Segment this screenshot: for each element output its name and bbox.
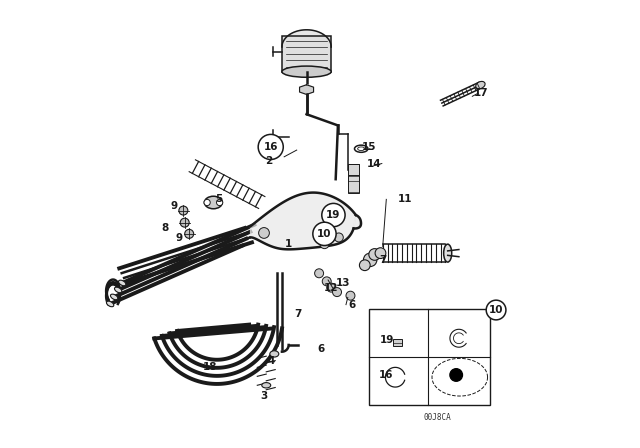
Text: 16: 16: [379, 370, 394, 380]
Circle shape: [322, 203, 345, 227]
Circle shape: [450, 369, 463, 381]
Bar: [282, 36, 332, 72]
Circle shape: [360, 260, 370, 271]
Ellipse shape: [444, 244, 452, 262]
Bar: [393, 339, 402, 346]
Circle shape: [333, 288, 342, 297]
Circle shape: [315, 269, 324, 278]
Circle shape: [216, 199, 223, 206]
Circle shape: [180, 218, 189, 227]
Text: 18: 18: [203, 362, 218, 372]
Circle shape: [364, 253, 377, 267]
Circle shape: [258, 134, 284, 159]
Circle shape: [185, 229, 194, 238]
Bar: [369, 309, 490, 405]
Circle shape: [179, 206, 188, 215]
Circle shape: [313, 222, 336, 246]
Circle shape: [346, 291, 355, 300]
Text: 10: 10: [489, 305, 503, 315]
Text: 4: 4: [267, 356, 275, 366]
Text: 7: 7: [294, 309, 301, 319]
Ellipse shape: [358, 147, 365, 151]
Text: 13: 13: [336, 278, 351, 288]
Text: 14: 14: [367, 159, 381, 168]
Ellipse shape: [262, 383, 271, 388]
Ellipse shape: [282, 66, 332, 78]
Circle shape: [259, 228, 269, 238]
Ellipse shape: [355, 145, 368, 152]
Circle shape: [323, 277, 332, 286]
Text: 19: 19: [326, 210, 340, 220]
Ellipse shape: [204, 196, 222, 209]
Ellipse shape: [106, 301, 114, 307]
Text: 5: 5: [216, 194, 223, 204]
Ellipse shape: [476, 82, 485, 89]
Ellipse shape: [270, 351, 279, 357]
Circle shape: [320, 240, 329, 249]
Text: 7: 7: [379, 255, 387, 265]
Text: 16: 16: [264, 142, 278, 152]
Polygon shape: [251, 193, 361, 250]
Text: 3: 3: [260, 392, 268, 401]
Text: 6: 6: [317, 344, 324, 353]
Circle shape: [204, 199, 210, 206]
Polygon shape: [300, 85, 314, 95]
Text: 00J8CA: 00J8CA: [424, 413, 451, 422]
Ellipse shape: [111, 294, 118, 300]
Circle shape: [334, 233, 343, 242]
Text: 15: 15: [362, 142, 376, 152]
Text: 2: 2: [265, 156, 272, 166]
Circle shape: [369, 249, 380, 260]
Circle shape: [327, 283, 336, 292]
Text: 1: 1: [285, 239, 292, 249]
Text: 9: 9: [171, 201, 178, 211]
Polygon shape: [282, 30, 332, 47]
Text: 8: 8: [162, 224, 169, 233]
Text: 11: 11: [398, 194, 412, 204]
Text: 17: 17: [474, 88, 488, 98]
Bar: [348, 164, 359, 181]
Circle shape: [375, 248, 386, 258]
Text: 19: 19: [380, 336, 394, 345]
Text: 6: 6: [349, 300, 356, 310]
Text: 9: 9: [175, 233, 182, 243]
Ellipse shape: [115, 287, 122, 293]
Circle shape: [486, 300, 506, 320]
Bar: [348, 175, 359, 193]
Text: 10: 10: [317, 229, 332, 239]
Ellipse shape: [118, 280, 126, 286]
Text: 12: 12: [324, 283, 339, 293]
